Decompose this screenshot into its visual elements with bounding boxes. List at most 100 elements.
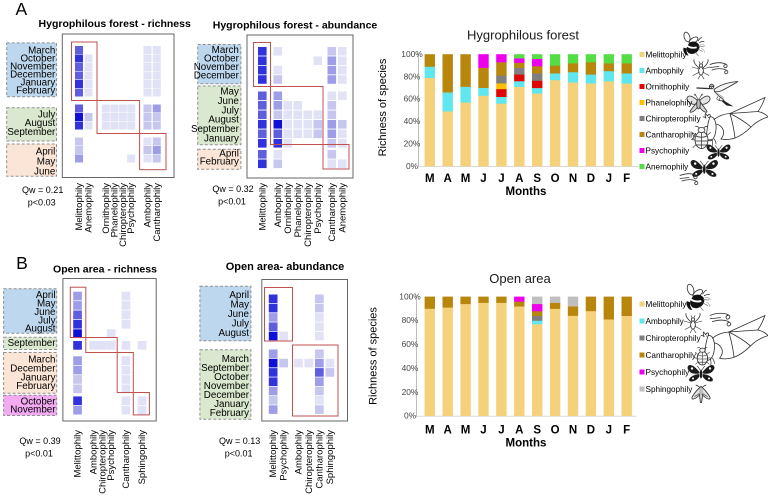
- svg-text:Ornithophily: Ornithophily: [283, 183, 294, 234]
- svg-text:0%: 0%: [404, 411, 417, 421]
- svg-text:January: January: [214, 399, 249, 410]
- svg-text:September: September: [201, 363, 250, 374]
- svg-text:A: A: [444, 173, 452, 185]
- svg-text:Months: Months: [506, 437, 547, 449]
- svg-text:20%: 20%: [404, 138, 421, 148]
- svg-text:40%: 40%: [404, 116, 421, 126]
- svg-text:Melittophily: Melittophily: [73, 430, 84, 478]
- svg-text:Cantharophily: Cantharophily: [152, 183, 163, 242]
- svg-text:J: J: [606, 425, 612, 437]
- svg-text:April: April: [36, 290, 56, 301]
- svg-text:December: December: [10, 363, 56, 374]
- svg-text:p<0.03: p<0.03: [28, 197, 56, 207]
- svg-text:Chiropterophily: Chiropterophily: [304, 430, 315, 494]
- svg-text:Qw = 0.39: Qw = 0.39: [19, 436, 60, 446]
- svg-text:Cantharophily: Cantharophily: [646, 131, 697, 140]
- svg-text:Qw = 0.32: Qw = 0.32: [212, 184, 253, 194]
- svg-text:June: June: [228, 309, 250, 320]
- svg-text:April: April: [36, 146, 56, 157]
- svg-text:November: November: [10, 405, 56, 416]
- svg-text:Ambophily: Ambophily: [273, 183, 284, 228]
- svg-text:Phanelophily: Phanelophily: [293, 183, 304, 238]
- svg-text:20%: 20%: [402, 387, 419, 397]
- svg-text:September: September: [8, 338, 57, 349]
- svg-text:M: M: [425, 425, 435, 437]
- svg-text:M: M: [461, 425, 471, 437]
- svg-text:May: May: [37, 157, 56, 168]
- svg-text:J: J: [480, 425, 486, 437]
- svg-text:September: September: [7, 127, 56, 138]
- svg-text:July: July: [38, 315, 56, 326]
- svg-text:Anemophily: Anemophily: [337, 183, 348, 233]
- svg-text:Sphingophily: Sphingophily: [646, 385, 694, 394]
- svg-text:December: December: [204, 390, 250, 401]
- svg-text:J: J: [480, 173, 486, 185]
- svg-text:August: August: [208, 115, 239, 126]
- svg-text:February: February: [210, 408, 249, 419]
- svg-text:100%: 100%: [401, 49, 423, 59]
- svg-text:Psychophily: Psychophily: [106, 430, 117, 481]
- svg-text:O: O: [551, 173, 560, 185]
- svg-text:Cantharophily: Cantharophily: [327, 183, 338, 242]
- svg-text:October: October: [21, 396, 57, 407]
- svg-text:October: October: [214, 372, 250, 383]
- svg-text:S: S: [533, 173, 541, 185]
- svg-text:Ambophily: Ambophily: [293, 430, 304, 475]
- svg-text:Open area: Open area: [489, 271, 551, 286]
- svg-text:January: January: [21, 372, 56, 383]
- svg-text:June: June: [218, 96, 240, 107]
- svg-text:Richness of species: Richness of species: [377, 58, 389, 156]
- svg-text:p<0.01: p<0.01: [225, 448, 253, 458]
- svg-text:Chiropterophily: Chiropterophily: [303, 183, 314, 247]
- svg-text:June: June: [34, 307, 56, 318]
- svg-text:May: May: [37, 299, 56, 310]
- svg-text:Anemophily: Anemophily: [84, 183, 95, 233]
- svg-text:Melittophily: Melittophily: [268, 430, 279, 478]
- svg-text:August: August: [25, 324, 56, 335]
- svg-text:October: October: [204, 53, 240, 64]
- svg-text:0%: 0%: [406, 161, 419, 171]
- svg-text:Ambophily: Ambophily: [646, 317, 685, 326]
- svg-text:80%: 80%: [404, 71, 421, 81]
- svg-text:M: M: [461, 173, 471, 185]
- svg-text:Hygrophilous forest - abundanc: Hygrophilous forest - abundance: [213, 20, 378, 32]
- svg-text:Phanelophily: Phanelophily: [109, 183, 120, 238]
- svg-text:Psychophily: Psychophily: [279, 430, 290, 481]
- svg-text:Cantharophily: Cantharophily: [314, 430, 325, 489]
- svg-text:Ornithophily: Ornithophily: [646, 83, 691, 92]
- svg-text:July: July: [221, 105, 239, 116]
- svg-text:Ornithophily: Ornithophily: [101, 183, 112, 234]
- svg-text:June: June: [34, 167, 56, 178]
- svg-text:J: J: [606, 173, 612, 185]
- svg-text:Open area- abundance: Open area- abundance: [226, 261, 345, 273]
- svg-text:A: A: [515, 425, 523, 437]
- svg-text:N: N: [569, 425, 577, 437]
- svg-text:A: A: [16, 0, 28, 19]
- svg-text:October: October: [20, 53, 56, 64]
- svg-text:N: N: [569, 173, 577, 185]
- svg-text:40%: 40%: [402, 363, 419, 373]
- svg-text:B: B: [16, 253, 28, 273]
- svg-text:J: J: [498, 425, 504, 437]
- svg-text:April: April: [219, 148, 239, 159]
- svg-text:60%: 60%: [404, 94, 421, 104]
- svg-text:D: D: [587, 173, 595, 185]
- svg-text:Phanelophily: Phanelophily: [646, 99, 694, 108]
- svg-text:January: January: [20, 78, 55, 89]
- svg-text:February: February: [16, 86, 55, 97]
- svg-text:July: July: [232, 319, 250, 330]
- svg-text:M: M: [425, 173, 435, 185]
- svg-text:Cantharophily: Cantharophily: [646, 351, 697, 360]
- svg-text:F: F: [623, 173, 630, 185]
- svg-text:60%: 60%: [402, 339, 419, 349]
- svg-text:December: December: [194, 70, 240, 81]
- svg-text:September: September: [191, 124, 240, 135]
- svg-text:February: February: [16, 381, 55, 392]
- svg-text:November: November: [204, 381, 250, 392]
- svg-text:April: April: [229, 290, 249, 301]
- svg-text:D: D: [587, 425, 595, 437]
- svg-text:F: F: [623, 425, 630, 437]
- svg-text:80%: 80%: [402, 315, 419, 325]
- svg-text:Chiropterophily: Chiropterophily: [118, 183, 129, 247]
- svg-text:March: March: [28, 355, 55, 366]
